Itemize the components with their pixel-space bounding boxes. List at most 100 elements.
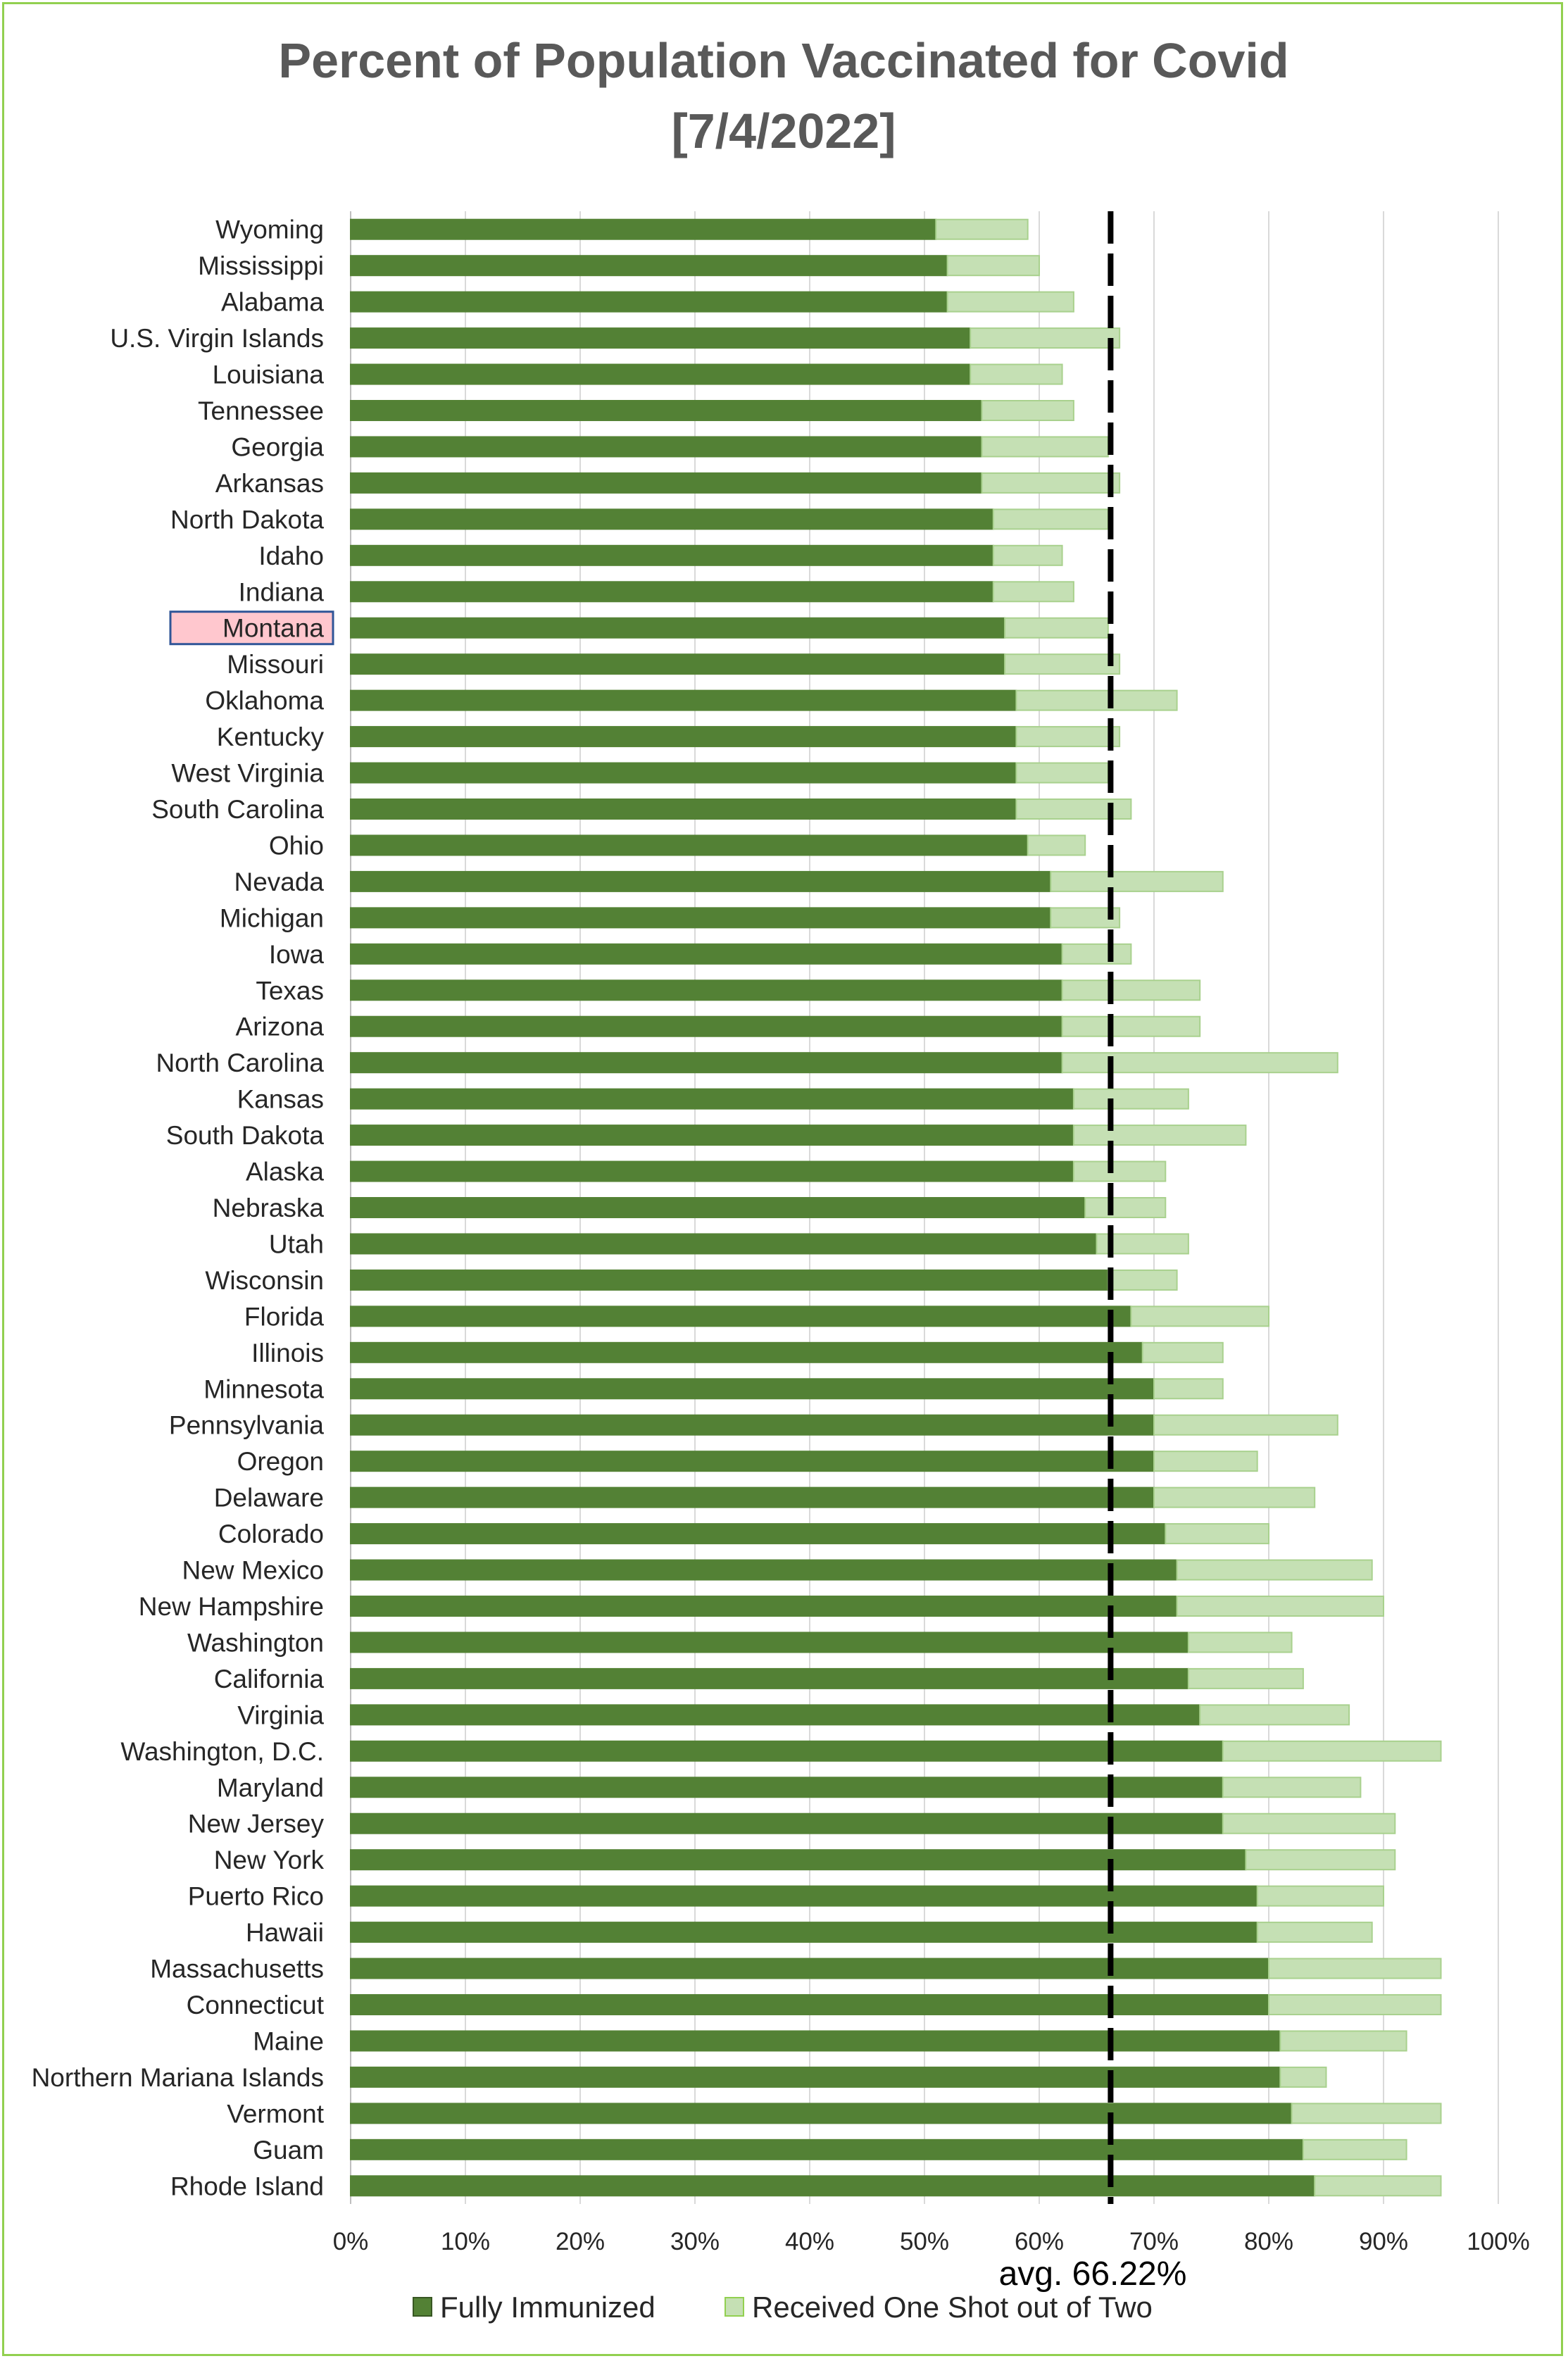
x-axis-ticks: 0% 10% 20% 30% 40% 50% 60% 70% 80% 90% 100%	[333, 2228, 1530, 2255]
category-label-florida: Florida	[244, 1302, 325, 1331]
bar-fully-immunized-arkansas	[350, 472, 983, 494]
category-label-utah: Utah	[269, 1229, 324, 1258]
bar-one-shot-new-mexico	[1176, 1559, 1373, 1581]
bar-fully-immunized-utah	[350, 1233, 1098, 1255]
category-label-colorado: Colorado	[218, 1520, 324, 1548]
bar-fully-immunized-connecticut	[350, 1994, 1269, 2015]
category-label-nebraska: Nebraska	[213, 1194, 325, 1222]
category-label-south-carolina: South Carolina	[151, 795, 324, 824]
bar-one-shot-south-dakota	[1072, 1125, 1247, 1146]
category-label-mississippi: Mississippi	[198, 251, 324, 280]
bar-fully-immunized-wyoming	[350, 218, 937, 240]
bar-fully-immunized-minnesota	[350, 1378, 1155, 1400]
category-label-kentucky: Kentucky	[217, 722, 325, 751]
bar-fully-immunized-pennsylvania	[350, 1414, 1155, 1436]
highlight-layer	[169, 610, 334, 646]
category-label-new-jersey: New Jersey	[188, 1810, 325, 1839]
highlight-box	[169, 610, 334, 646]
category-label-oklahoma: Oklahoma	[205, 687, 324, 715]
bar-fully-immunized-michigan	[350, 907, 1052, 929]
bar-fully-immunized-nevada	[350, 870, 1052, 892]
bar-one-shot-arkansas	[981, 472, 1121, 494]
bar-one-shot-maine	[1279, 2030, 1407, 2052]
bar-fully-immunized-colorado	[350, 1523, 1167, 1545]
category-label-virginia: Virginia	[237, 1701, 324, 1729]
bar-one-shot-louisiana	[970, 363, 1063, 385]
category-label-connecticut: Connecticut	[187, 1991, 325, 2019]
category-label-guam: Guam	[253, 2136, 324, 2165]
bar-fully-immunized-indiana	[350, 581, 994, 603]
average-label: avg. 66.22%	[999, 2255, 1187, 2293]
bar-one-shot-ohio	[1027, 834, 1086, 856]
bar-one-shot-south-carolina	[1015, 799, 1132, 820]
category-label-washington-d-c: Washington, D.C.	[120, 1737, 324, 1766]
category-labels: Wyoming Mississippi Alabama U.S. Virgin Isl…	[32, 215, 325, 2201]
bar-fully-immunized-north-dakota	[350, 508, 994, 530]
bar-fully-immunized-maine	[350, 2030, 1281, 2052]
bar-fully-immunized-california	[350, 1667, 1189, 1689]
bar-one-shot-kentucky	[1015, 726, 1121, 748]
bar-fully-immunized-puerto-rico	[350, 1885, 1258, 1907]
bar-one-shot-new-hampshire	[1176, 1596, 1384, 1617]
x-tick-label: 30%	[670, 2228, 720, 2255]
bars	[350, 218, 1442, 2197]
category-label-hawaii: Hawaii	[246, 1918, 324, 1947]
x-tick-label: 40%	[785, 2228, 834, 2255]
category-label-georgia: Georgia	[231, 432, 324, 461]
category-label-michigan: Michigan	[220, 903, 324, 932]
bar-one-shot-illinois	[1141, 1341, 1224, 1363]
x-tick-label: 20%	[556, 2228, 605, 2255]
bar-fully-immunized-west-virginia	[350, 762, 1017, 784]
bar-one-shot-puerto-rico	[1256, 1885, 1384, 1907]
category-label-maryland: Maryland	[217, 1773, 324, 1802]
bar-fully-immunized-northern-mariana-islands	[350, 2066, 1281, 2088]
bar-one-shot-georgia	[981, 436, 1109, 458]
legend-label-fully-immunized: Fully Immunized	[440, 2291, 656, 2324]
bar-one-shot-rhode-island	[1314, 2175, 1442, 2197]
bar-one-shot-new-york	[1245, 1849, 1396, 1871]
category-label-tennessee: Tennessee	[198, 396, 324, 425]
bar-fully-immunized-idaho	[350, 544, 994, 566]
category-label-wisconsin: Wisconsin	[205, 1266, 324, 1295]
bar-fully-immunized-kansas	[350, 1088, 1074, 1110]
bar-one-shot-washington-d-c	[1222, 1740, 1442, 1762]
x-tick-label: 100%	[1467, 2228, 1530, 2255]
bar-one-shot-minnesota	[1153, 1378, 1224, 1400]
bar-one-shot-mississippi	[946, 255, 1040, 277]
category-label-vermont: Vermont	[227, 2099, 325, 2128]
bar-one-shot-florida	[1130, 1305, 1270, 1327]
bar-one-shot-oklahoma	[1015, 689, 1178, 711]
legend-swatch-fully-immunized	[413, 2297, 432, 2317]
category-label-west-virginia: West Virginia	[171, 759, 324, 788]
bar-one-shot-massachusetts	[1268, 1958, 1442, 1979]
bar-fully-immunized-georgia	[350, 436, 983, 458]
bar-fully-immunized-u-s-virgin-islands	[350, 327, 972, 349]
bar-one-shot-nebraska	[1084, 1197, 1167, 1218]
x-tick-label: 0%	[333, 2228, 369, 2255]
bar-fully-immunized-washington-d-c	[350, 1740, 1224, 1762]
category-label-california: California	[214, 1665, 325, 1693]
chart-title-line1: Percent of Population Vaccinated for Cov…	[278, 33, 1288, 88]
category-label-south-dakota: South Dakota	[166, 1121, 325, 1150]
category-label-oregon: Oregon	[237, 1447, 324, 1476]
category-label-new-hampshire: New Hampshire	[139, 1592, 324, 1621]
bar-fully-immunized-louisiana	[350, 363, 972, 385]
bar-one-shot-u-s-virgin-islands	[970, 327, 1121, 349]
bar-fully-immunized-ohio	[350, 834, 1029, 856]
bar-one-shot-idaho	[992, 544, 1063, 566]
category-label-minnesota: Minnesota	[203, 1374, 324, 1403]
category-label-wyoming: Wyoming	[215, 215, 324, 244]
bar-fully-immunized-alaska	[350, 1160, 1074, 1182]
bar-one-shot-missouri	[1004, 653, 1121, 675]
bar-one-shot-pennsylvania	[1153, 1414, 1338, 1436]
bar-one-shot-tennessee	[981, 400, 1074, 421]
bar-fully-immunized-mississippi	[350, 255, 948, 277]
bar-one-shot-north-dakota	[992, 508, 1109, 530]
bar-fully-immunized-new-hampshire	[350, 1596, 1178, 1617]
category-label-ohio: Ohio	[269, 831, 324, 860]
bar-fully-immunized-new-mexico	[350, 1559, 1178, 1581]
bar-fully-immunized-north-carolina	[350, 1052, 1063, 1074]
bar-fully-immunized-alabama	[350, 291, 948, 313]
bar-one-shot-northern-mariana-islands	[1279, 2066, 1327, 2088]
